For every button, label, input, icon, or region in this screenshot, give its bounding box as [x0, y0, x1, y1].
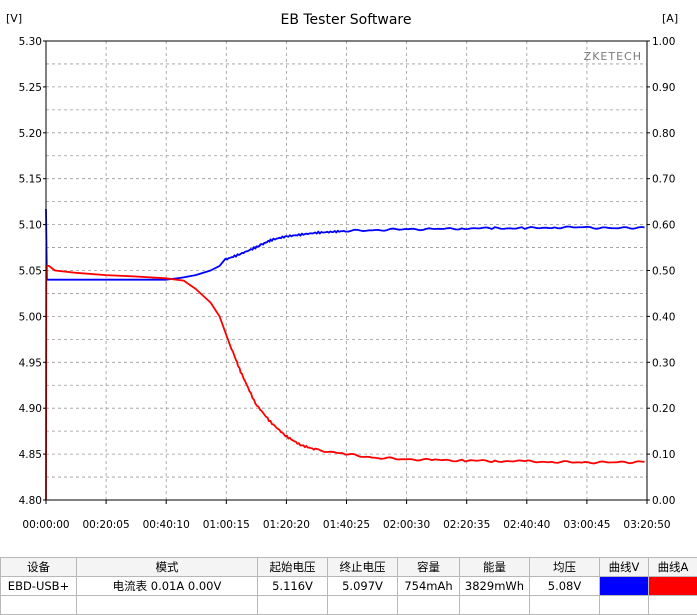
y-right-tick-label: 0.50 — [652, 266, 675, 278]
y-left-tick-label: 4.95 — [19, 357, 42, 369]
x-tick-label: 00:00:00 — [22, 519, 69, 531]
right-axis-unit: [A] — [662, 12, 678, 25]
cell-end-voltage: 5.097V — [328, 577, 398, 596]
y-right-tick-label: 0.90 — [652, 82, 675, 94]
y-left-tick-label: 5.05 — [19, 266, 42, 278]
cell-mode: 电流表 0.01A 0.00V — [77, 577, 258, 596]
y-left-tick-label: 4.90 — [19, 403, 42, 415]
cell-start-voltage: 5.116V — [258, 577, 328, 596]
table-header-row: 设备 模式 起始电压 终止电压 容量 能量 均压 曲线V 曲线A — [1, 558, 697, 577]
y-left-tick-label: 5.10 — [19, 220, 42, 232]
x-tick-label: 01:20:20 — [263, 519, 310, 531]
cell-capacity: 754mAh — [398, 577, 460, 596]
header-curve-v: 曲线V — [600, 558, 649, 577]
header-avg-voltage: 均压 — [530, 558, 600, 577]
y-right-tick-label: 1.00 — [652, 36, 675, 48]
table-empty-row — [1, 596, 697, 615]
chart-title: EB Tester Software — [280, 12, 411, 28]
curve-a-color-swatch[interactable] — [649, 577, 697, 596]
chart-area: 5.30 5.25 5.20 5.15 5.10 5.05 5.00 4.95 4.90 4.85… — [0, 0, 697, 552]
x-tick-label: 00:20:05 — [83, 519, 130, 531]
header-capacity: 容量 — [398, 558, 460, 577]
y-right-tick-label: 0.70 — [652, 174, 675, 186]
x-tick-label: 02:00:30 — [383, 519, 430, 531]
x-tick-label: 03:20:50 — [623, 519, 670, 531]
x-tick-label: 02:20:35 — [443, 519, 490, 531]
left-axis-unit: [V] — [6, 12, 22, 25]
x-tick-label: 00:40:10 — [143, 519, 190, 531]
y-left-tick-label: 5.25 — [19, 82, 42, 94]
cell-energy: 3829mWh — [460, 577, 530, 596]
voltage-current-chart: 5.30 5.25 5.20 5.15 5.10 5.05 5.00 4.95 4.90 4.85… — [0, 0, 697, 552]
x-tick-label: 01:40:25 — [323, 519, 370, 531]
cell-device: EBD-USB+ — [1, 577, 77, 596]
y-left-tick-label: 5.30 — [19, 36, 42, 48]
y-right-tick-label: 0.00 — [652, 495, 675, 507]
header-device: 设备 — [1, 558, 77, 577]
y-right-tick-label: 0.30 — [652, 357, 675, 369]
y-right-tick-label: 0.60 — [652, 220, 675, 232]
y-right-tick-label: 0.10 — [652, 449, 675, 461]
header-end-voltage: 终止电压 — [328, 558, 398, 577]
y-left-tick-label: 5.00 — [19, 311, 42, 323]
y-left-tick-label: 5.15 — [19, 174, 42, 186]
header-mode: 模式 — [77, 558, 258, 577]
header-curve-a: 曲线A — [649, 558, 697, 577]
y-right-tick-label: 0.40 — [652, 311, 675, 323]
x-tick-label: 03:00:45 — [563, 519, 610, 531]
y-right-tick-label: 0.20 — [652, 403, 675, 415]
x-tick-label: 01:00:15 — [203, 519, 250, 531]
curve-v-color-swatch[interactable] — [600, 577, 649, 596]
table-row[interactable]: EBD-USB+ 电流表 0.01A 0.00V 5.116V 5.097V 7… — [1, 577, 697, 596]
header-energy: 能量 — [460, 558, 530, 577]
y-right-tick-label: 0.80 — [652, 128, 675, 140]
y-left-tick-label: 5.20 — [19, 128, 42, 140]
summary-table: 设备 模式 起始电压 终止电压 容量 能量 均压 曲线V 曲线A EBD-USB… — [0, 557, 697, 615]
y-left-tick-label: 4.85 — [19, 449, 42, 461]
grid-layer — [46, 41, 647, 500]
y-left-tick-label: 4.80 — [19, 495, 42, 507]
watermark-label: ZKETECH — [584, 50, 642, 63]
cell-avg-voltage: 5.08V — [530, 577, 600, 596]
x-tick-label: 02:40:40 — [503, 519, 550, 531]
header-start-voltage: 起始电压 — [258, 558, 328, 577]
